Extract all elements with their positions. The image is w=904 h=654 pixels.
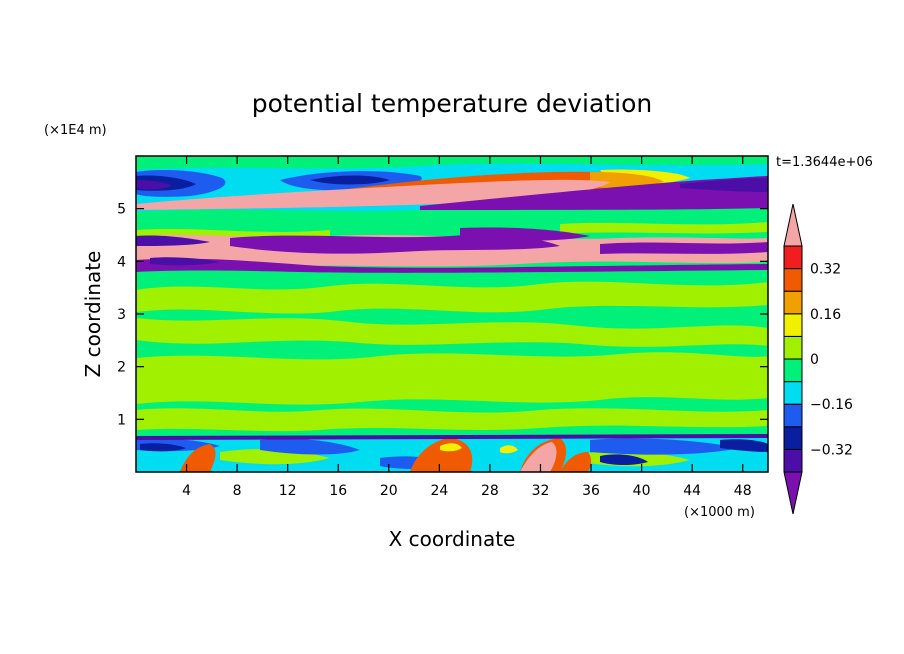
mid-purple-right bbox=[460, 227, 590, 241]
y-tick-label: 1 bbox=[117, 412, 126, 428]
x-axis-ticks: 4 8 12 16 20 24 28 32 36 40 44 48 bbox=[182, 156, 752, 499]
upper-navy-cell-mid bbox=[310, 175, 390, 185]
colorbar-swatch bbox=[783, 245, 803, 270]
colorbar-swatch bbox=[783, 358, 803, 383]
x-tick-label: 12 bbox=[279, 483, 297, 499]
y-tick-label: 3 bbox=[117, 307, 126, 323]
x-tick-label: 32 bbox=[532, 483, 550, 499]
time-label: t=1.3644e+06 bbox=[776, 155, 873, 170]
x-tick-label: 4 bbox=[182, 483, 191, 499]
colorbar-tick-label: 0.16 bbox=[810, 307, 841, 323]
colorbar-low-extension bbox=[783, 471, 803, 515]
x-tick-label: 44 bbox=[683, 483, 701, 499]
colorbar-swatch bbox=[783, 403, 803, 428]
y-tick-label: 5 bbox=[117, 202, 126, 218]
colorbar: 0.32 0.16 0 −0.16 −0.32 bbox=[783, 203, 853, 515]
y-unit-label: (×1E4 m) bbox=[44, 123, 107, 138]
mid-purple-bottom bbox=[136, 258, 768, 273]
colorbar-tick-label: 0.32 bbox=[810, 262, 841, 278]
x-tick-label: 36 bbox=[582, 483, 600, 499]
upper-pink-jet bbox=[136, 179, 610, 210]
mid-purple-bottom-left bbox=[150, 257, 220, 266]
bl-yellow-edges bbox=[440, 443, 518, 454]
colorbar-swatch bbox=[783, 448, 803, 473]
y-axis-label: Z coordinate bbox=[81, 251, 105, 378]
upper-navy-right bbox=[680, 178, 768, 192]
y-tick-label: 2 bbox=[117, 360, 126, 376]
colorbar-high-extension bbox=[783, 203, 803, 247]
y-axis-ticks: 1 2 3 4 5 bbox=[117, 202, 768, 428]
colorbar-swatch bbox=[783, 313, 803, 337]
upper-orange-edge bbox=[590, 172, 664, 189]
bl-blue-patches bbox=[136, 438, 740, 469]
colorbar-tick-label: 0 bbox=[810, 352, 819, 368]
bl-pink-plume bbox=[520, 442, 557, 472]
colorbar-tick-label: −0.32 bbox=[810, 442, 853, 458]
x-tick-label: 8 bbox=[233, 483, 242, 499]
colorbar-swatch bbox=[783, 268, 803, 292]
bl-purple-edge bbox=[136, 434, 768, 440]
upper-purple-cell-left bbox=[136, 180, 172, 190]
y-tick-label: 4 bbox=[117, 254, 126, 270]
x-unit-label: (×1000 m) bbox=[684, 505, 755, 520]
x-tick-label: 48 bbox=[734, 483, 752, 499]
colorbar-swatch bbox=[783, 426, 803, 450]
mid-purple-far-right bbox=[600, 242, 768, 254]
mid-layer-bands bbox=[136, 222, 768, 432]
x-tick-label: 40 bbox=[633, 483, 651, 499]
mid-purple-left bbox=[136, 235, 210, 246]
colorbar-swatch bbox=[783, 290, 803, 315]
x-axis-label: X coordinate bbox=[389, 527, 516, 551]
chart-title: potential temperature deviation bbox=[252, 89, 652, 118]
bl-navy-patches bbox=[140, 439, 768, 465]
x-tick-label: 28 bbox=[481, 483, 499, 499]
x-tick-label: 20 bbox=[380, 483, 398, 499]
mid-purple-band bbox=[230, 234, 560, 254]
colorbar-swatch bbox=[783, 335, 803, 360]
x-tick-label: 24 bbox=[430, 483, 448, 499]
x-tick-label: 16 bbox=[329, 483, 347, 499]
colorbar-swatch bbox=[783, 381, 803, 405]
colorbar-tick-label: −0.16 bbox=[810, 397, 853, 413]
contour-plot-area bbox=[136, 156, 768, 472]
